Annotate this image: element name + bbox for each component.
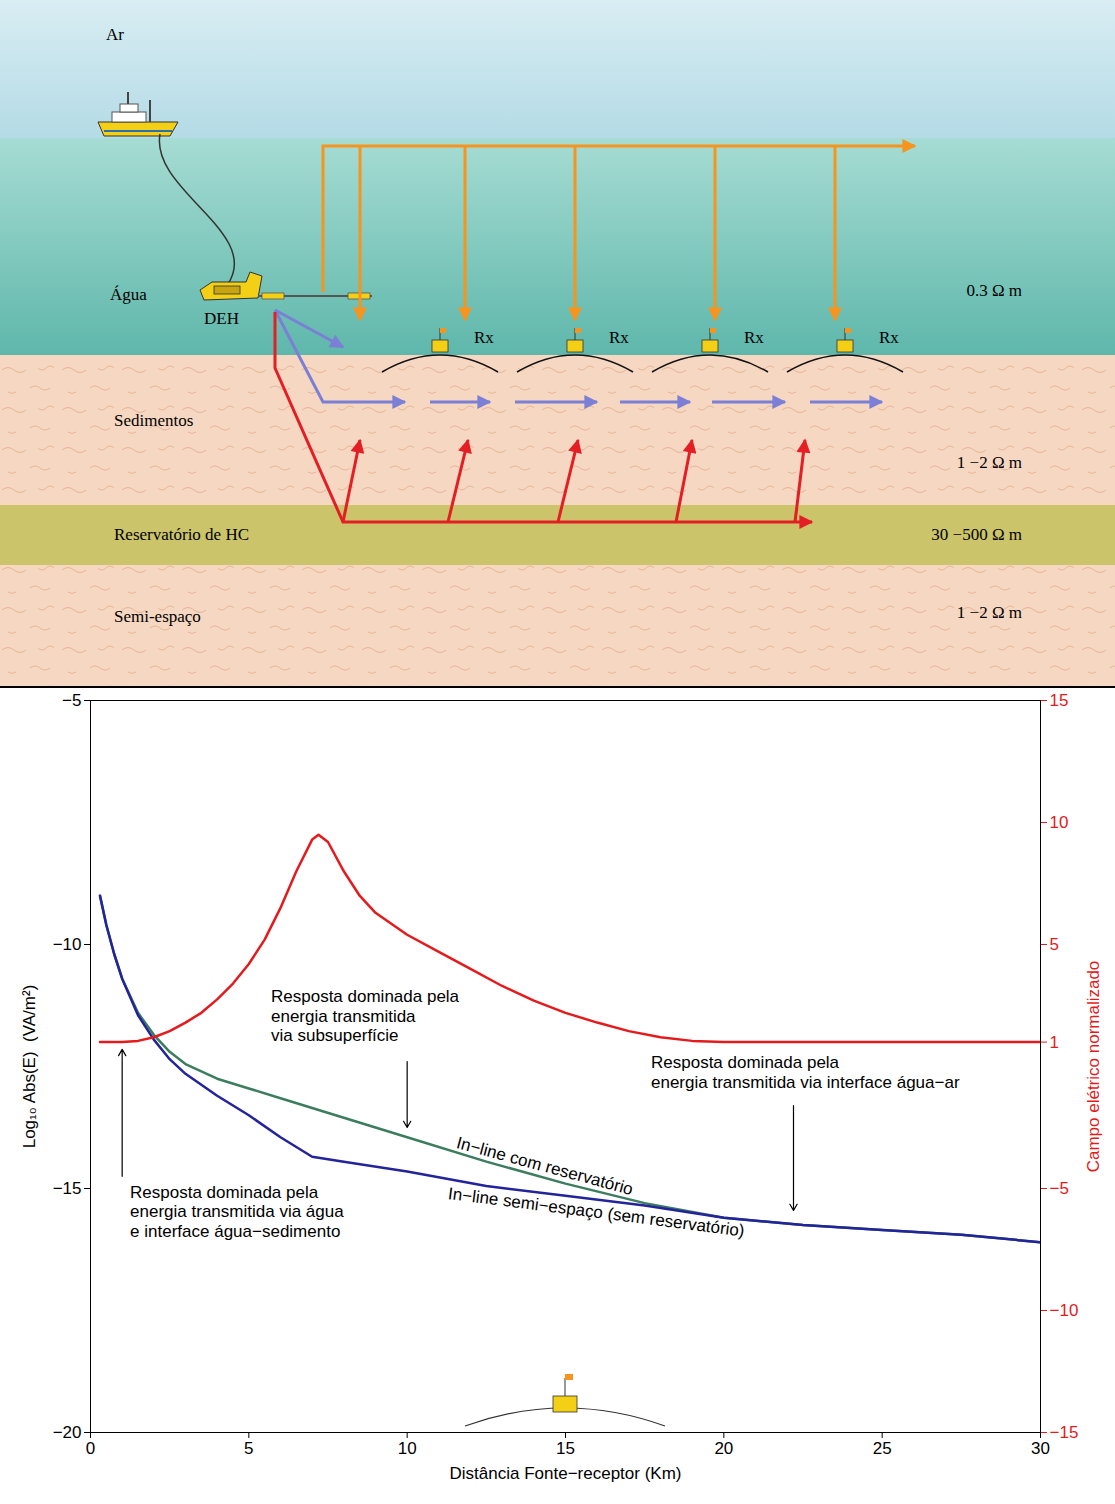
svg-text:Log₁₀ Abs(E) (VA/m²): Log₁₀ Abs(E) (VA/m²) [20, 985, 39, 1149]
svg-text:20: 20 [714, 1439, 733, 1458]
svg-text:In−line com reservatório: In−line com reservatório [454, 1133, 636, 1199]
svg-text:−10: −10 [1050, 1301, 1079, 1320]
svg-text:−15: −15 [1050, 1423, 1079, 1442]
svg-text:−15: −15 [53, 1179, 82, 1198]
svg-text:0.3 Ω m: 0.3 Ω m [966, 281, 1022, 300]
svg-text:30 −500 Ω m: 30 −500 Ω m [931, 525, 1022, 544]
svg-text:−5: −5 [1050, 1179, 1069, 1198]
svg-text:Rx: Rx [474, 328, 494, 347]
svg-text:Distância Fonte−receptor (Km): Distância Fonte−receptor (Km) [450, 1464, 682, 1483]
svg-text:0: 0 [86, 1439, 95, 1458]
svg-text:−20: −20 [53, 1423, 82, 1442]
svg-text:Rx: Rx [744, 328, 764, 347]
svg-text:Campo elétrico normalizado: Campo elétrico normalizado [1084, 961, 1103, 1173]
svg-text:−10: −10 [53, 935, 82, 954]
svg-text:5: 5 [244, 1439, 253, 1458]
svg-text:Resposta dominada pelaenergia: Resposta dominada pelaenergia transmitid… [271, 987, 460, 1045]
svg-text:Ar: Ar [106, 25, 124, 44]
svg-text:10: 10 [1050, 813, 1069, 832]
svg-text:1 −2 Ω m: 1 −2 Ω m [957, 603, 1022, 622]
svg-text:15: 15 [556, 1439, 575, 1458]
svg-text:DEH: DEH [204, 309, 239, 328]
svg-text:15: 15 [1050, 691, 1069, 710]
svg-text:Reservatório de HC: Reservatório de HC [114, 525, 249, 544]
svg-text:30: 30 [1031, 1439, 1050, 1458]
svg-text:Resposta dominada pelaenergia: Resposta dominada pelaenergia transmitid… [130, 1183, 344, 1241]
svg-text:−5: −5 [62, 691, 81, 710]
svg-text:25: 25 [873, 1439, 892, 1458]
svg-text:Resposta dominada pelaenergia: Resposta dominada pelaenergia transmitid… [651, 1053, 960, 1092]
svg-text:5: 5 [1050, 935, 1059, 954]
svg-text:1 −2 Ω m: 1 −2 Ω m [957, 453, 1022, 472]
svg-text:Água: Água [110, 285, 147, 304]
svg-text:Semi-espaço: Semi-espaço [114, 607, 201, 626]
svg-text:1: 1 [1050, 1033, 1059, 1052]
svg-text:10: 10 [398, 1439, 417, 1458]
svg-text:Rx: Rx [879, 328, 899, 347]
svg-text:Rx: Rx [609, 328, 629, 347]
svg-text:In−line semi−espaço (sem reser: In−line semi−espaço (sem reservatório) [447, 1184, 746, 1241]
svg-text:Sedimentos: Sedimentos [114, 411, 193, 430]
